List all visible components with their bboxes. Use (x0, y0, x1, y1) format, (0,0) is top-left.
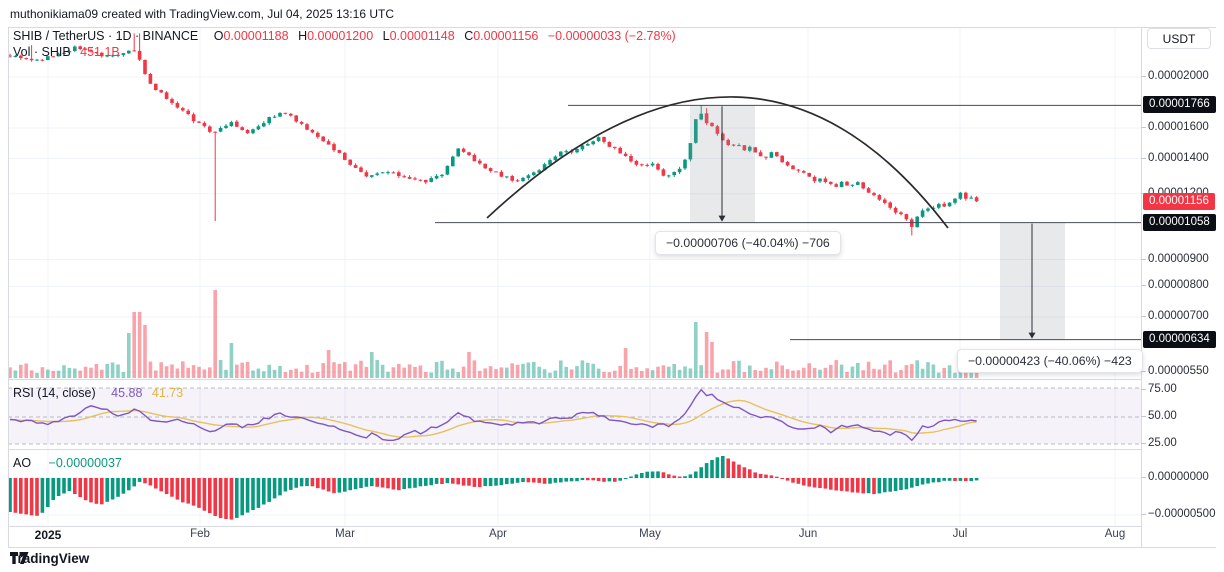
ao-histogram (8, 456, 979, 520)
rsi-panel (8, 387, 1141, 445)
time-tick-label: 2025 (34, 528, 62, 542)
time-tick-label: Jul (952, 528, 968, 540)
tradingview-logo[interactable]: TradingView (10, 551, 89, 566)
rounding-top-arc (486, 96, 949, 229)
price-tick-label: 0.00000800 (1141, 279, 1209, 292)
time-tick-label: Feb (190, 528, 210, 540)
candlestick-series (8, 33, 979, 236)
price-axis-separator[interactable] (1141, 27, 1142, 548)
price-axis[interactable]: 0.000020000.000016000.000014000.00001200… (1140, 28, 1224, 547)
chart-left-border (8, 27, 9, 548)
price-tick-label: 0.00000900 (1141, 252, 1209, 265)
ao-tick-label: −0.00000500 (1140, 508, 1216, 521)
rsi-tick-label: 50.00 (1141, 410, 1177, 422)
time-tick-label: Jun (798, 528, 818, 540)
drawing-annotations (435, 96, 1141, 341)
gridlines (8, 28, 1141, 526)
price-tick-label: 0.00001400 (1141, 151, 1209, 164)
currency-toggle-button[interactable]: USDT (1147, 28, 1211, 49)
volume-series (8, 290, 979, 378)
price-badge-black: 0.00001058 (1143, 213, 1216, 231)
time-tick-label: Apr (489, 528, 507, 540)
tradingview-logo-icon (10, 552, 29, 564)
time-tick-label: May (639, 528, 661, 540)
rsi-tick-label: 25.00 (1141, 437, 1177, 449)
time-axis-separator (8, 526, 1216, 527)
time-tick-label: Mar (335, 528, 355, 540)
measured-move-callout-1[interactable]: −0.00000706 (−40.04%) −706 (655, 231, 841, 255)
rsi-tick-label: 75.00 (1141, 383, 1177, 395)
ao-tick-label: 0.00000000 (1141, 471, 1209, 483)
measured-move-callout-2[interactable]: −0.00000423 (−40.06%) −423 (957, 349, 1143, 373)
chart-top-border (8, 27, 1216, 28)
price-tick-label: 0.00000550 (1141, 365, 1209, 378)
price-tick-label: 0.00001600 (1141, 121, 1209, 133)
attribution-text: muthonikiama09 created with TradingView.… (10, 7, 394, 21)
ao-panel-separator[interactable] (8, 449, 1216, 450)
measured-move-band-1-arrow (718, 215, 726, 222)
time-tick-label: Aug (1104, 528, 1126, 540)
rsi-panel-separator[interactable] (8, 379, 1216, 380)
price-tick-label: 0.00000700 (1141, 309, 1209, 322)
price-badge-black: 0.00000634 (1143, 330, 1216, 348)
tradingview-logo-text: TradingView (10, 551, 90, 566)
price-badge-black: 0.00001766 (1143, 96, 1216, 114)
chart-bottom-border (8, 547, 1216, 548)
rsi-ma-line (9, 399, 977, 438)
measured-move-band-2-arrow (1028, 332, 1036, 339)
price-tick-label: 0.00002000 (1141, 70, 1209, 82)
rsi-line (9, 388, 977, 442)
price-badge-red: 0.00001156 (1143, 193, 1215, 211)
